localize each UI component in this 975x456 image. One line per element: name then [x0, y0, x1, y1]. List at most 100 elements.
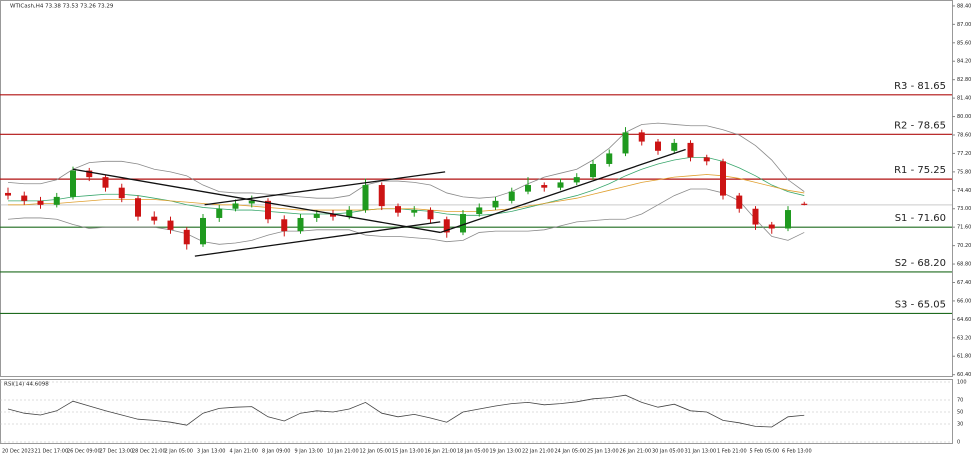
y-tick-label: 88.40 — [957, 3, 971, 9]
level-label: S1 - 71.60 — [895, 213, 946, 224]
candle-body — [655, 141, 661, 151]
y-tick-label: 81.40 — [957, 96, 971, 102]
candle-body — [53, 196, 60, 205]
candle-body — [167, 220, 174, 230]
x-tick-label: 31 Jan 13:00 — [685, 449, 717, 455]
rsi-panel — [0, 379, 953, 444]
candle-body — [460, 214, 466, 233]
x-tick-label: 26 Jan 21:00 — [620, 449, 652, 455]
level-label: R3 - 81.65 — [894, 81, 946, 92]
candle-body — [801, 203, 808, 205]
candle-body — [541, 185, 548, 188]
candle-body — [720, 161, 726, 196]
candle-body — [606, 153, 613, 164]
candle-body — [118, 187, 125, 199]
candle-body — [752, 208, 759, 225]
candle-body — [703, 157, 710, 162]
candle-body — [346, 210, 353, 217]
candle-body — [248, 200, 255, 204]
x-tick-label: 12 Jan 05:00 — [360, 449, 392, 455]
y-tick-label: 80.00 — [957, 114, 971, 120]
x-tick-label: 2 Jan 05:00 — [165, 449, 193, 455]
rsi-title: RSI(14) 44.6098 — [4, 382, 49, 388]
candle-body — [362, 185, 369, 211]
y-tick-label: 78.60 — [957, 132, 971, 138]
x-tick-label: 28 Dec 21:00 — [132, 449, 166, 455]
y-tick-label: 73.00 — [957, 206, 971, 212]
y-tick-label: 50 — [957, 410, 963, 416]
x-tick-label: 26 Dec 09:00 — [67, 449, 101, 455]
candle-body — [151, 216, 158, 221]
candle-body — [476, 207, 483, 215]
level-label: S2 - 68.20 — [895, 258, 946, 269]
candle-body — [183, 229, 190, 245]
x-tick-label: 10 Jan 21:00 — [327, 449, 359, 455]
y-tick-label: 82.80 — [957, 77, 971, 83]
candle-body — [135, 198, 141, 217]
y-tick-label: 70.20 — [957, 243, 971, 249]
candle-body — [736, 195, 743, 209]
x-tick-label: 18 Jan 05:00 — [457, 449, 489, 455]
x-tick-label: 21 Dec 17:00 — [35, 449, 69, 455]
x-tick-label: 6 Feb 13:00 — [782, 449, 812, 455]
x-tick-label: 25 Jan 13:00 — [587, 449, 619, 455]
candle-body — [86, 170, 93, 178]
candle-body — [590, 163, 596, 178]
candle-body — [622, 132, 629, 154]
x-tick-label: 22 Jan 21:00 — [522, 449, 554, 455]
x-tick-label: 3 Jan 13:00 — [197, 449, 225, 455]
candle-body — [232, 203, 239, 209]
y-tick-label: 60.40 — [957, 372, 971, 378]
candle-body — [281, 219, 288, 232]
indicator-line — [8, 174, 805, 212]
trendline — [72, 168, 441, 234]
candle-body — [687, 142, 694, 158]
trendline — [194, 221, 441, 257]
candle-body — [573, 177, 580, 183]
level-label: S3 - 65.05 — [895, 299, 946, 310]
y-tick-label: 77.20 — [957, 151, 971, 157]
x-tick-label: 19 Jan 13:00 — [490, 449, 522, 455]
candle-body — [102, 177, 109, 188]
rsi-line — [7, 394, 805, 428]
candle-body — [330, 214, 336, 217]
y-tick-label: 70 — [957, 398, 963, 404]
x-tick-label: 16 Jan 21:00 — [425, 449, 457, 455]
x-tick-label: 20 Dec 2023 — [2, 449, 34, 455]
y-tick-label: 71.60 — [957, 225, 971, 231]
trendline — [204, 171, 446, 206]
candle-body — [216, 208, 223, 218]
trendline — [440, 148, 686, 234]
x-tick-label: 24 Jan 05:00 — [555, 449, 587, 455]
x-tick-label: 4 Jan 21:00 — [230, 449, 258, 455]
candle-body — [265, 200, 271, 220]
candle-body — [411, 210, 418, 213]
candle-body — [492, 200, 499, 208]
x-tick-label: 8 Jan 09:00 — [262, 449, 290, 455]
x-tick-label: 15 Jan 13:00 — [392, 449, 424, 455]
level-label: R1 - 75.25 — [894, 165, 946, 176]
y-tick-label: 87.00 — [957, 22, 971, 28]
level-label: R2 - 78.65 — [894, 120, 946, 131]
candle-body — [5, 192, 11, 196]
x-tick-label: 5 Feb 05:00 — [750, 449, 780, 455]
y-tick-label: 0 — [957, 440, 960, 446]
y-tick-label: 84.20 — [957, 59, 971, 65]
y-tick-label: 64.60 — [957, 317, 971, 323]
candle-body — [427, 210, 434, 220]
indicator-line — [8, 156, 805, 216]
candle-body — [70, 170, 76, 197]
candle-body — [443, 219, 450, 233]
candle-body — [297, 217, 304, 232]
indicator-line — [7, 122, 805, 199]
x-tick-label: 30 Jan 05:00 — [652, 449, 684, 455]
y-tick-label: 100 — [957, 380, 967, 386]
indicator-line — [7, 188, 805, 245]
y-tick-label: 85.60 — [957, 40, 971, 46]
candle-body — [395, 206, 401, 213]
x-tick-label: 27 Dec 13:00 — [100, 449, 134, 455]
candle-body — [313, 214, 320, 218]
candle-body — [21, 195, 28, 201]
